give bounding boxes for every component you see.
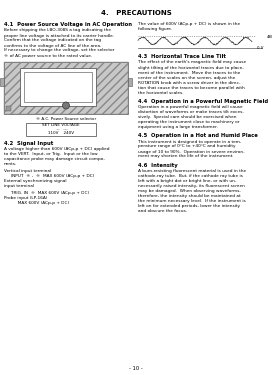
Text: Confirm that the voltage indicated on the tag: Confirm that the voltage indicated on th… <box>4 39 101 42</box>
Text: 0 V: 0 V <box>256 46 263 50</box>
Bar <box>128 78 132 86</box>
Text: slight tilting of the horizontal traces due to place-: slight tilting of the horizontal traces … <box>138 66 244 69</box>
Text: the horizontal scales.: the horizontal scales. <box>138 90 184 94</box>
Bar <box>20 68 96 105</box>
Text: left on for extended periods, lower the intensity: left on for extended periods, lower the … <box>138 204 240 208</box>
Text: The value of 600V (ACp-p + DC) is shown in the: The value of 600V (ACp-p + DC) is shown … <box>138 22 240 26</box>
Text: 4.4  Operation in a Powerful Magnetic Field: 4.4 Operation in a Powerful Magnetic Fie… <box>138 99 268 104</box>
Text: Vertical input terminal: Vertical input terminal <box>4 169 51 173</box>
Text: may be damaged.  When observing waveforms,: may be damaged. When observing waveforms… <box>138 189 241 193</box>
Text: and obscure the focus.: and obscure the focus. <box>138 209 187 213</box>
Bar <box>26 123 96 135</box>
Text: center of the scales on the screen, adjust the: center of the scales on the screen, adju… <box>138 75 235 80</box>
Text: The effect of the earth's magnetic field may cause: The effect of the earth's magnetic field… <box>138 60 246 64</box>
Text: input terminal: input terminal <box>4 184 34 188</box>
Text: confirms to the voltage of AC line of the area.: confirms to the voltage of AC line of th… <box>4 44 101 48</box>
Bar <box>24 72 92 102</box>
Text: nents.: nents. <box>4 162 17 166</box>
Circle shape <box>63 102 70 109</box>
Text: Probe input (LP-16A): Probe input (LP-16A) <box>4 196 47 200</box>
Text: ment may shorten the life of the instrument.: ment may shorten the life of the instrum… <box>138 154 234 159</box>
Text: --   ---: -- --- <box>54 128 68 132</box>
Bar <box>0 78 4 86</box>
Text: capacitance probe may damage circuit compo-: capacitance probe may damage circuit com… <box>4 157 105 161</box>
Text: tion that cause the traces to become parallel with: tion that cause the traces to become par… <box>138 86 245 90</box>
Text: cathode-ray tube.  But, if the cathode ray tube is: cathode-ray tube. But, if the cathode ra… <box>138 174 243 178</box>
Text: TRIG. IN  ®  MAX 600V (ACp-p + DC): TRIG. IN ® MAX 600V (ACp-p + DC) <box>4 191 89 195</box>
Text: - 10 -: - 10 - <box>129 366 143 371</box>
Bar <box>4 62 128 114</box>
Text: perature range of 0°C to +40°C and humidity: perature range of 0°C to +40°C and humid… <box>138 144 236 148</box>
Text: Before shipping the LBO-308S a tag indicating the: Before shipping the LBO-308S a tag indic… <box>4 28 111 33</box>
Text: equipment using a large transformer.: equipment using a large transformer. <box>138 125 218 129</box>
Text: ROTATION knob with a screw driver in the direc-: ROTATION knob with a screw driver in the… <box>138 81 240 84</box>
Bar <box>4 62 128 114</box>
Text: to the VERT.  Input, or Trig.  Input or the low: to the VERT. Input, or Trig. Input or th… <box>4 152 98 156</box>
Text: ® of AC power source to the rated value.: ® of AC power source to the rated value. <box>4 54 92 57</box>
Text: A burn-resisting fluorescent material is used in the: A burn-resisting fluorescent material is… <box>138 169 246 173</box>
Text: If necessary to change the voltage, set the selector: If necessary to change the voltage, set … <box>4 48 114 52</box>
Text: Operation in a powerful magnetic field will cause: Operation in a powerful magnetic field w… <box>138 105 243 109</box>
Text: 480V: 480V <box>267 35 272 39</box>
Text: 4.2  Signal Input: 4.2 Signal Input <box>4 141 53 146</box>
Text: 110V    240V: 110V 240V <box>48 132 74 135</box>
Text: External synchronizing signal: External synchronizing signal <box>4 179 66 183</box>
Text: MAX 600V (ACp-p + DC): MAX 600V (ACp-p + DC) <box>4 201 69 205</box>
Text: following figure.: following figure. <box>138 27 172 31</box>
Text: SET LINE VOLTAGE: SET LINE VOLTAGE <box>42 123 80 128</box>
Text: sively.  Special care should be exercised when: sively. Special care should be exercised… <box>138 115 236 119</box>
Bar <box>6 105 11 111</box>
Text: distortion of waveforms or make traces tilt exces-: distortion of waveforms or make traces t… <box>138 110 244 114</box>
Text: necessarily raised intensity, its fluorescent screen: necessarily raised intensity, its fluore… <box>138 184 245 188</box>
Text: therefore, the intensity should be maintained at: therefore, the intensity should be maint… <box>138 194 241 198</box>
Text: 4.5  Operation in a Hot and Humid Place: 4.5 Operation in a Hot and Humid Place <box>138 133 258 138</box>
Text: This instrument is designed to operate in a tem-: This instrument is designed to operate i… <box>138 140 241 144</box>
Text: proper line voltage is attached to its carrier handle.: proper line voltage is attached to its c… <box>4 33 114 38</box>
Text: usage of 10 to 90%.  Operation in severe environ-: usage of 10 to 90%. Operation in severe … <box>138 150 245 153</box>
Text: 4.6  Intensity: 4.6 Intensity <box>138 162 178 168</box>
Text: 4.1  Power Source Voltage in AC Operation: 4.1 Power Source Voltage in AC Operation <box>4 22 132 27</box>
Text: 4.3  Horizontal Trace Line Tilt: 4.3 Horizontal Trace Line Tilt <box>138 54 226 59</box>
Text: A voltage higher than 600V (ACp-p + DC) applied: A voltage higher than 600V (ACp-p + DC) … <box>4 147 110 151</box>
Text: INPUT  ® ,  ®  MAX 600V (ACp-p + DC): INPUT ® , ® MAX 600V (ACp-p + DC) <box>4 174 94 178</box>
Text: ® A.C. Power Source selector: ® A.C. Power Source selector <box>36 117 96 120</box>
Text: the minimum necessary level.  If the instrument is: the minimum necessary level. If the inst… <box>138 199 246 203</box>
Text: left with a bright dot or bright line, or with un-: left with a bright dot or bright line, o… <box>138 179 236 183</box>
Text: operating the instrument close to machinery or: operating the instrument close to machin… <box>138 120 240 124</box>
Text: 4.   PRECAUTIONS: 4. PRECAUTIONS <box>101 10 171 16</box>
Text: ment of the instrument.  Move the traces to the: ment of the instrument. Move the traces … <box>138 70 240 75</box>
